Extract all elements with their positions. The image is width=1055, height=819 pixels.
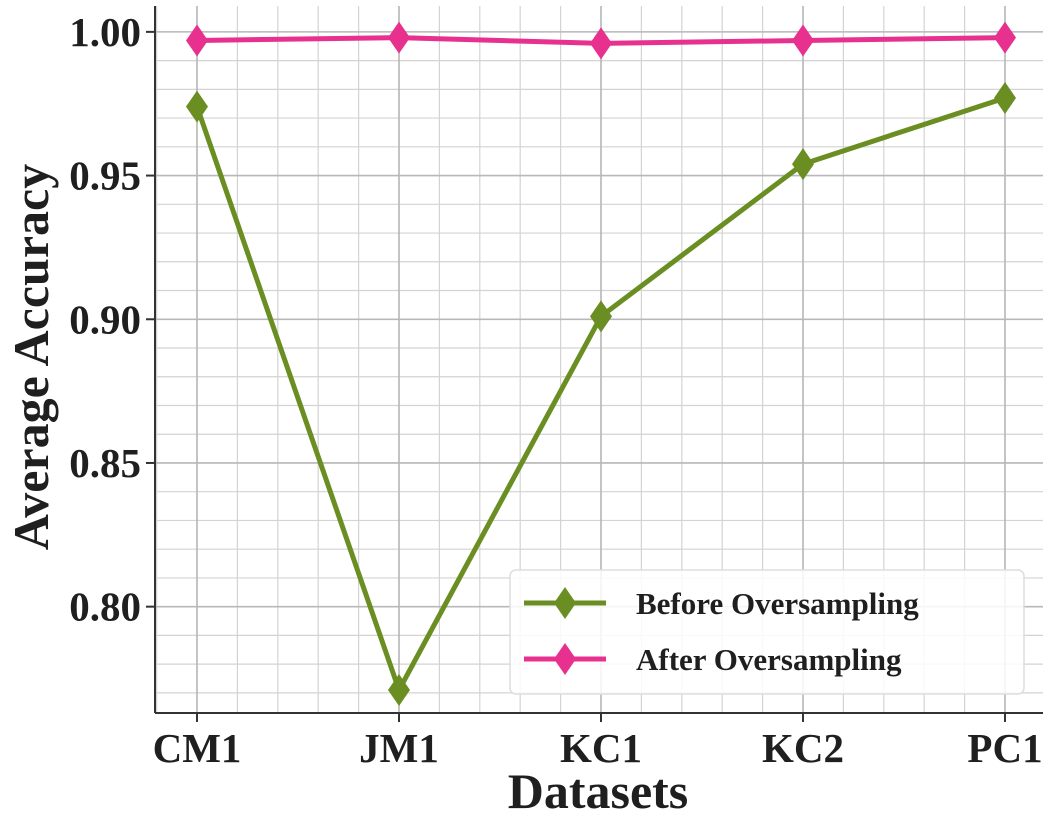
series-after-oversampling — [186, 21, 1016, 60]
legend-entry: After Oversampling — [524, 642, 902, 677]
data-point-marker — [186, 24, 208, 57]
data-point-marker — [994, 21, 1016, 54]
y-axis-title: Average Accuracy — [3, 164, 59, 550]
data-point-marker — [388, 21, 410, 54]
x-axis-title: Datasets — [508, 763, 689, 819]
legend-entry: Before Oversampling — [524, 586, 919, 621]
legend: Before Oversampling After Oversampling — [509, 569, 1025, 695]
x-tick-label: CM1 — [153, 725, 242, 771]
data-point-marker — [590, 27, 612, 60]
y-tick-label: 0.85 — [69, 440, 141, 486]
legend-marker — [554, 587, 576, 619]
legend-marker — [554, 643, 576, 675]
tick-labels: 0.80 0.85 0.90 0.95 1.00 CM1 JM1 KC1 KC2 PC1 — [69, 9, 1042, 771]
y-tick-label: 0.95 — [69, 153, 141, 199]
y-tick-label: 0.90 — [69, 296, 141, 342]
axes-frame — [146, 6, 1043, 722]
x-tick-label: PC1 — [967, 725, 1042, 771]
x-tick-label: KC2 — [762, 725, 844, 771]
legend-items: Before Oversampling After Oversampling — [524, 586, 919, 677]
y-tick-label: 1.00 — [69, 9, 141, 55]
data-point-marker — [590, 300, 612, 333]
data-point-marker — [792, 24, 814, 57]
legend-label: After Oversampling — [636, 642, 902, 677]
data-point-marker — [186, 90, 208, 123]
x-tick-label: JM1 — [359, 725, 439, 771]
data-point-marker — [388, 674, 410, 707]
legend-box — [509, 569, 1025, 695]
series-layer — [186, 21, 1016, 707]
series-before-oversampling — [186, 81, 1016, 707]
data-point-marker — [792, 148, 814, 181]
data-point-marker — [994, 81, 1016, 114]
legend-label: Before Oversampling — [636, 586, 919, 621]
y-tick-label: 0.80 — [69, 584, 141, 630]
x-tick-label: KC1 — [560, 725, 642, 771]
